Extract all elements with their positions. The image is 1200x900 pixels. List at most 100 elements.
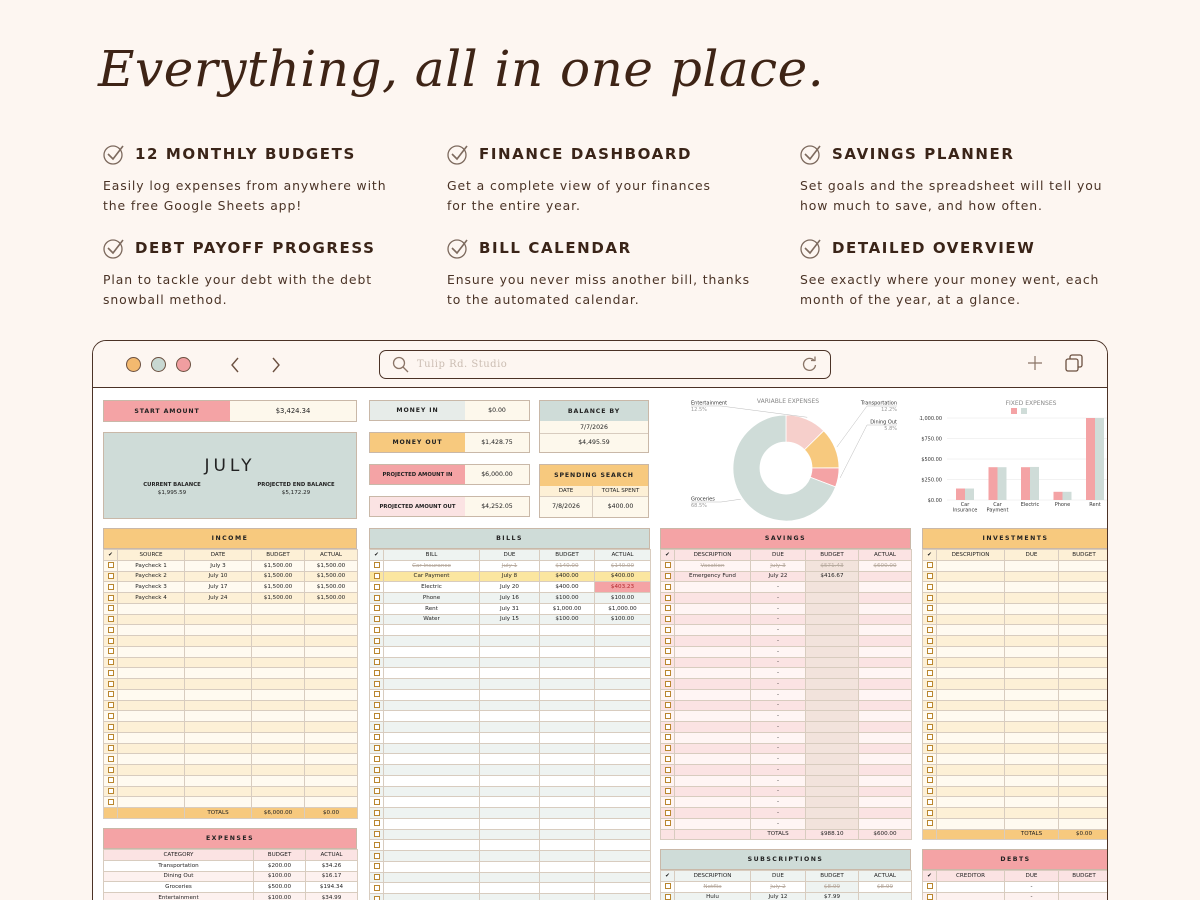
cell[interactable] bbox=[936, 570, 1005, 583]
cell[interactable] bbox=[674, 721, 751, 733]
cell[interactable] bbox=[479, 624, 540, 636]
cell[interactable]: $7.99 bbox=[805, 891, 859, 900]
cell[interactable] bbox=[674, 581, 751, 593]
checkbox[interactable] bbox=[107, 766, 114, 773]
cell[interactable] bbox=[674, 764, 751, 776]
cell[interactable] bbox=[479, 817, 540, 830]
cell[interactable] bbox=[858, 764, 912, 776]
cell[interactable] bbox=[383, 796, 480, 808]
cell[interactable] bbox=[594, 635, 651, 647]
cell[interactable] bbox=[479, 893, 540, 900]
cell[interactable] bbox=[304, 624, 358, 636]
cell[interactable] bbox=[594, 656, 651, 669]
cell[interactable] bbox=[539, 624, 595, 636]
cell[interactable]: - bbox=[750, 613, 806, 626]
cell[interactable] bbox=[674, 731, 751, 744]
checkbox[interactable] bbox=[373, 777, 380, 784]
cell[interactable] bbox=[1004, 592, 1059, 604]
checkbox[interactable] bbox=[664, 562, 671, 569]
checkbox[interactable] bbox=[107, 659, 114, 666]
cell[interactable] bbox=[674, 667, 751, 679]
cell[interactable]: $100.00 bbox=[594, 592, 651, 604]
checkbox[interactable] bbox=[926, 659, 933, 666]
checkbox[interactable] bbox=[926, 691, 933, 698]
cell[interactable] bbox=[1004, 721, 1059, 733]
cell[interactable]: $140.00 bbox=[539, 559, 595, 572]
cell[interactable] bbox=[936, 559, 1005, 572]
checkbox[interactable] bbox=[926, 573, 933, 580]
checkbox[interactable] bbox=[926, 702, 933, 709]
checkbox[interactable] bbox=[926, 594, 933, 601]
checkbox[interactable] bbox=[664, 669, 671, 676]
cell[interactable] bbox=[304, 785, 358, 798]
checkbox[interactable] bbox=[373, 745, 380, 752]
cell[interactable] bbox=[1058, 807, 1107, 819]
checkbox[interactable] bbox=[664, 605, 671, 612]
cell[interactable] bbox=[858, 667, 912, 679]
cell[interactable] bbox=[1004, 817, 1059, 830]
cell[interactable]: - bbox=[750, 721, 806, 733]
cell[interactable] bbox=[539, 882, 595, 894]
cell[interactable] bbox=[1058, 891, 1107, 900]
cell[interactable] bbox=[251, 624, 305, 636]
cell[interactable]: - bbox=[750, 656, 806, 669]
cell[interactable]: $100.00 bbox=[539, 592, 595, 604]
checkbox[interactable] bbox=[107, 723, 114, 730]
cell[interactable] bbox=[304, 742, 358, 755]
cell[interactable]: July 3 bbox=[184, 559, 252, 572]
cell[interactable] bbox=[251, 710, 305, 722]
cell[interactable]: $200.00 bbox=[253, 859, 306, 872]
cell[interactable] bbox=[383, 817, 480, 830]
checkbox[interactable] bbox=[926, 755, 933, 762]
cell[interactable] bbox=[1058, 785, 1107, 798]
cell[interactable]: - bbox=[750, 710, 806, 722]
cell[interactable] bbox=[251, 688, 305, 701]
back-arrow-icon[interactable] bbox=[229, 356, 241, 374]
cell[interactable] bbox=[479, 742, 540, 755]
checkbox[interactable] bbox=[926, 820, 933, 827]
cell[interactable] bbox=[1058, 592, 1107, 604]
cell[interactable]: July 15 bbox=[479, 613, 540, 626]
cell[interactable] bbox=[479, 871, 540, 884]
cell[interactable] bbox=[383, 860, 480, 873]
cell[interactable] bbox=[594, 645, 651, 658]
cell[interactable] bbox=[117, 613, 185, 626]
cell[interactable] bbox=[1058, 602, 1107, 615]
cell[interactable]: $100.00 bbox=[253, 892, 306, 900]
cell[interactable] bbox=[251, 796, 305, 808]
start-amount-value[interactable]: $3,424.34 bbox=[230, 401, 356, 421]
checkbox[interactable] bbox=[926, 712, 933, 719]
cell[interactable] bbox=[117, 753, 185, 765]
cell[interactable] bbox=[1058, 624, 1107, 636]
cell[interactable] bbox=[539, 871, 595, 884]
cell[interactable] bbox=[539, 774, 595, 787]
cell[interactable] bbox=[1058, 570, 1107, 583]
cell[interactable]: Netflix bbox=[674, 880, 751, 893]
cell[interactable] bbox=[117, 774, 185, 787]
checkbox[interactable] bbox=[926, 798, 933, 805]
checkbox[interactable] bbox=[107, 626, 114, 633]
cell[interactable] bbox=[251, 645, 305, 658]
checkbox[interactable] bbox=[926, 583, 933, 590]
cell[interactable] bbox=[117, 667, 185, 679]
cell[interactable] bbox=[936, 785, 1005, 798]
cell[interactable] bbox=[539, 667, 595, 679]
cell[interactable] bbox=[304, 721, 358, 733]
cell[interactable] bbox=[304, 602, 358, 615]
cell[interactable] bbox=[674, 742, 751, 755]
cell[interactable]: - bbox=[750, 699, 806, 712]
window-dot-zoom[interactable] bbox=[151, 357, 166, 372]
checkbox[interactable] bbox=[107, 562, 114, 569]
checkbox[interactable] bbox=[664, 712, 671, 719]
checkbox[interactable] bbox=[107, 702, 114, 709]
checkbox[interactable] bbox=[664, 723, 671, 730]
cell[interactable] bbox=[674, 656, 751, 669]
cell[interactable] bbox=[936, 592, 1005, 604]
cell[interactable] bbox=[383, 871, 480, 884]
checkbox[interactable] bbox=[373, 637, 380, 644]
cell[interactable]: $400.00 bbox=[539, 581, 595, 593]
cell[interactable] bbox=[594, 688, 651, 701]
cell[interactable] bbox=[674, 753, 751, 765]
cell[interactable] bbox=[184, 753, 252, 765]
cell[interactable]: July 31 bbox=[479, 602, 540, 615]
